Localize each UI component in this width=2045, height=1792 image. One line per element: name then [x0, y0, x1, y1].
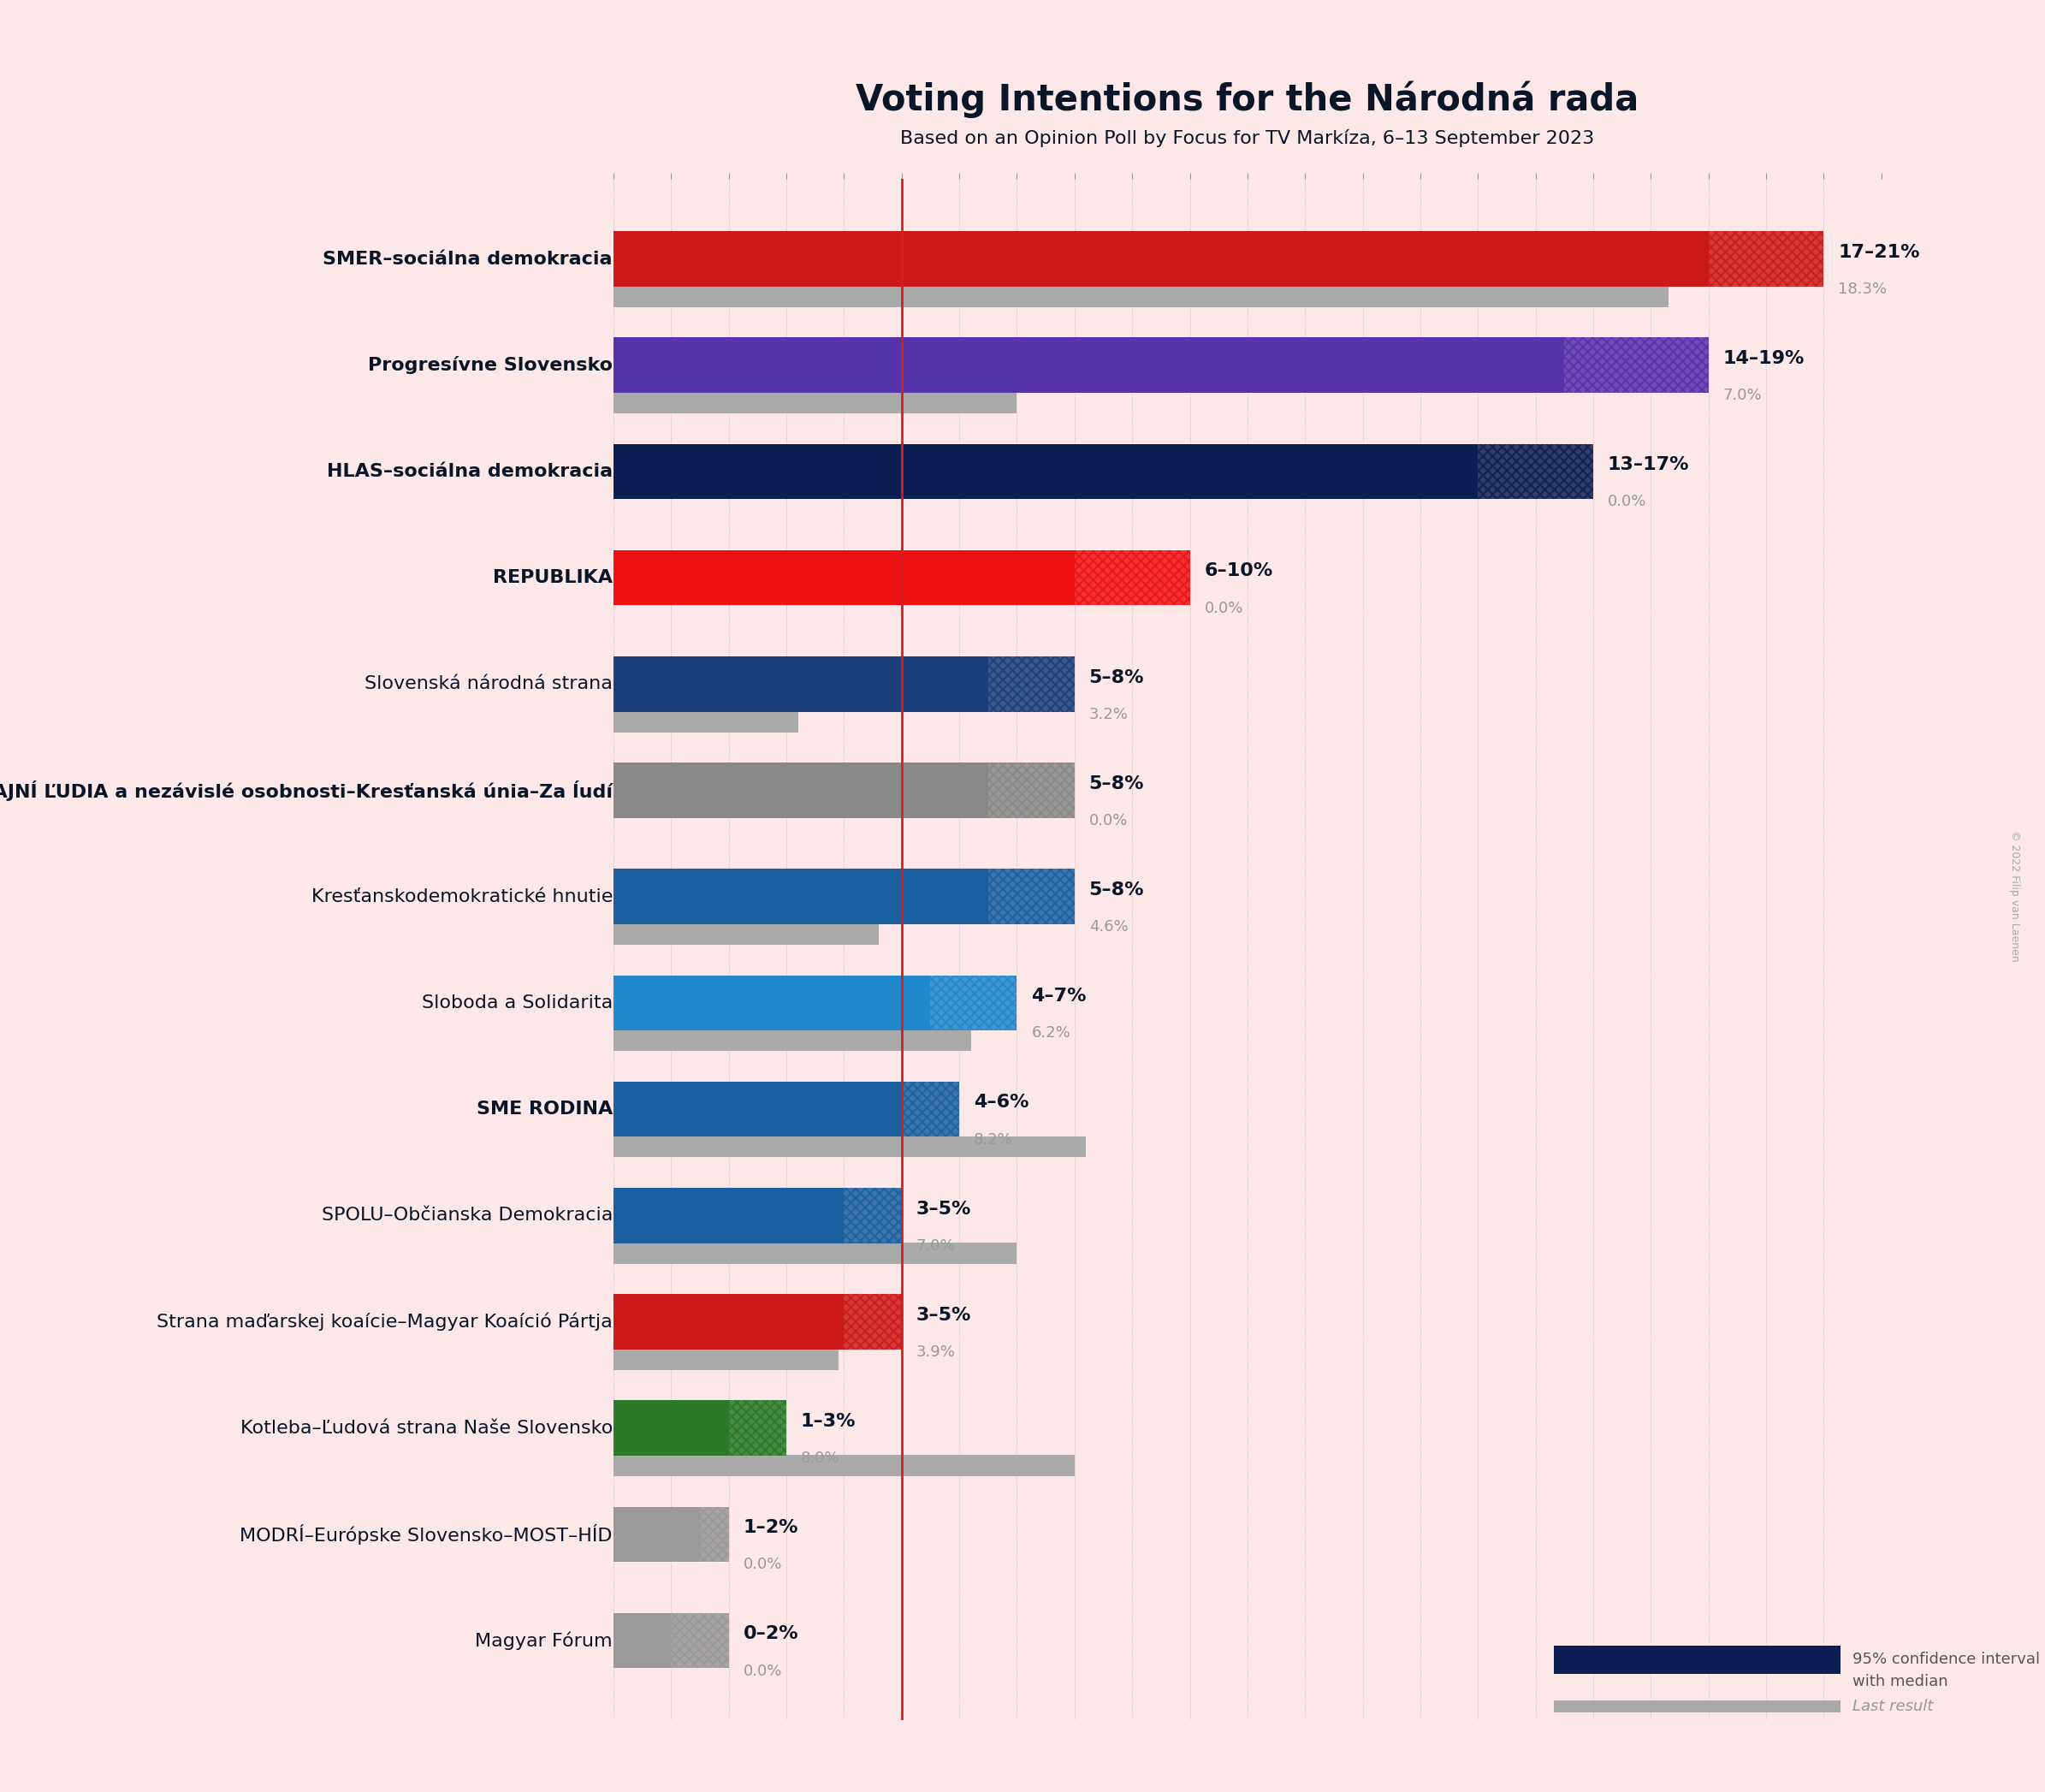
Bar: [614, 1030, 971, 1052]
Text: 0.0%: 0.0%: [742, 1663, 781, 1679]
Text: Slovenská národná strana: Slovenská národná strana: [364, 676, 614, 692]
Text: 0.0%: 0.0%: [1607, 495, 1646, 509]
Text: 95% confidence interval: 95% confidence interval: [1853, 1652, 2041, 1667]
Bar: [614, 1136, 1086, 1158]
Bar: [614, 1294, 845, 1349]
Text: Kotleba–Ľudová strana Naše Slovensko: Kotleba–Ľudová strana Naše Slovensko: [239, 1419, 614, 1437]
Bar: [728, 1400, 787, 1455]
Bar: [614, 763, 988, 817]
Bar: [614, 869, 988, 925]
Bar: [1479, 444, 1593, 500]
Text: 0.0%: 0.0%: [742, 1557, 781, 1572]
Bar: [614, 656, 988, 711]
Bar: [930, 975, 1016, 1030]
Bar: [699, 1507, 728, 1563]
Text: SMER–sociálna demokracia: SMER–sociálna demokracia: [323, 251, 614, 267]
Bar: [614, 1455, 1074, 1477]
Text: 18.3%: 18.3%: [1838, 281, 1888, 297]
Text: HLAS–sociálna demokracia: HLAS–sociálna demokracia: [327, 462, 614, 480]
Bar: [614, 444, 1479, 500]
Text: 14–19%: 14–19%: [1722, 349, 1804, 367]
Text: 5–8%: 5–8%: [1088, 668, 1143, 686]
Bar: [1554, 1701, 1840, 1713]
Text: 7.0%: 7.0%: [916, 1238, 955, 1254]
Bar: [614, 711, 798, 733]
Text: REPUBLIKA: REPUBLIKA: [493, 570, 614, 586]
Bar: [614, 392, 1016, 414]
Text: 5–8%: 5–8%: [1088, 776, 1143, 792]
Bar: [1708, 231, 1824, 287]
Text: 0–2%: 0–2%: [742, 1625, 798, 1643]
Bar: [614, 1507, 699, 1563]
Bar: [988, 869, 1074, 925]
Bar: [614, 1082, 902, 1136]
Text: 7.0%: 7.0%: [1722, 387, 1763, 403]
Text: Based on an Opinion Poll by Focus for TV Markíza, 6–13 September 2023: Based on an Opinion Poll by Focus for TV…: [900, 129, 1595, 147]
Bar: [671, 1613, 728, 1668]
Bar: [845, 1294, 902, 1349]
Bar: [988, 763, 1074, 817]
Text: 5–8%: 5–8%: [1088, 882, 1143, 898]
Text: 1–3%: 1–3%: [802, 1412, 857, 1430]
Text: Kresťanskodemokratické hnutie: Kresťanskodemokratické hnutie: [311, 889, 614, 905]
Bar: [988, 656, 1074, 711]
Bar: [614, 1188, 845, 1244]
Bar: [614, 231, 1708, 287]
Text: OBYČAJNÍ ĽUDIA a nezávislé osobnosti–Kresťanská únia–Za ĺudí: OBYČAJNÍ ĽUDIA a nezávislé osobnosti–Kre…: [0, 780, 614, 801]
Text: Magyar Fórum: Magyar Fórum: [474, 1631, 614, 1650]
Bar: [614, 550, 1074, 606]
Text: Voting Intentions for the Národná rada: Voting Intentions for the Národná rada: [857, 81, 1638, 118]
Bar: [1074, 550, 1190, 606]
Bar: [1554, 1645, 1738, 1674]
Text: Progresívne Slovensko: Progresívne Slovensko: [368, 357, 614, 375]
Text: 8.0%: 8.0%: [802, 1452, 840, 1466]
Text: 8.2%: 8.2%: [973, 1133, 1012, 1147]
Text: 4–6%: 4–6%: [973, 1093, 1029, 1111]
Bar: [1564, 337, 1708, 392]
Text: 13–17%: 13–17%: [1607, 457, 1689, 473]
Bar: [614, 1400, 728, 1455]
Text: 6–10%: 6–10%: [1205, 563, 1272, 579]
Text: © 2022 Filip van Laenen: © 2022 Filip van Laenen: [2008, 830, 2020, 962]
Text: 3.9%: 3.9%: [916, 1344, 955, 1360]
Text: SPOLU–Občianska Demokracia: SPOLU–Občianska Demokracia: [321, 1208, 614, 1224]
Text: SME RODINA: SME RODINA: [476, 1100, 614, 1118]
Bar: [1738, 1645, 1840, 1674]
Text: Sloboda a Solidarita: Sloboda a Solidarita: [421, 995, 614, 1011]
Text: 3.2%: 3.2%: [1088, 706, 1129, 722]
Text: 3–5%: 3–5%: [916, 1306, 971, 1324]
Text: 4.6%: 4.6%: [1088, 919, 1129, 935]
Text: 0.0%: 0.0%: [1205, 600, 1243, 616]
Bar: [614, 923, 879, 944]
Text: 6.2%: 6.2%: [1031, 1025, 1070, 1041]
Text: 3–5%: 3–5%: [916, 1201, 971, 1217]
Text: Strana maďarskej koaície–Magyar Koaíció Pártja: Strana maďarskej koaície–Magyar Koaíció …: [157, 1312, 613, 1331]
Bar: [902, 1082, 959, 1136]
Text: 1–2%: 1–2%: [742, 1520, 798, 1536]
Text: 0.0%: 0.0%: [1088, 814, 1127, 828]
Bar: [614, 1242, 1016, 1263]
Text: with median: with median: [1853, 1674, 1949, 1690]
Text: 17–21%: 17–21%: [1838, 244, 1920, 262]
Bar: [614, 287, 1669, 306]
Bar: [614, 337, 1564, 392]
Bar: [614, 975, 930, 1030]
Text: MODRÍ–Európske Slovensko–MOST–HÍD: MODRÍ–Európske Slovensko–MOST–HÍD: [239, 1523, 614, 1545]
Bar: [845, 1188, 902, 1244]
Text: 4–7%: 4–7%: [1031, 987, 1086, 1005]
Bar: [614, 1613, 671, 1668]
Bar: [614, 1349, 838, 1369]
Text: Last result: Last result: [1853, 1699, 1933, 1715]
